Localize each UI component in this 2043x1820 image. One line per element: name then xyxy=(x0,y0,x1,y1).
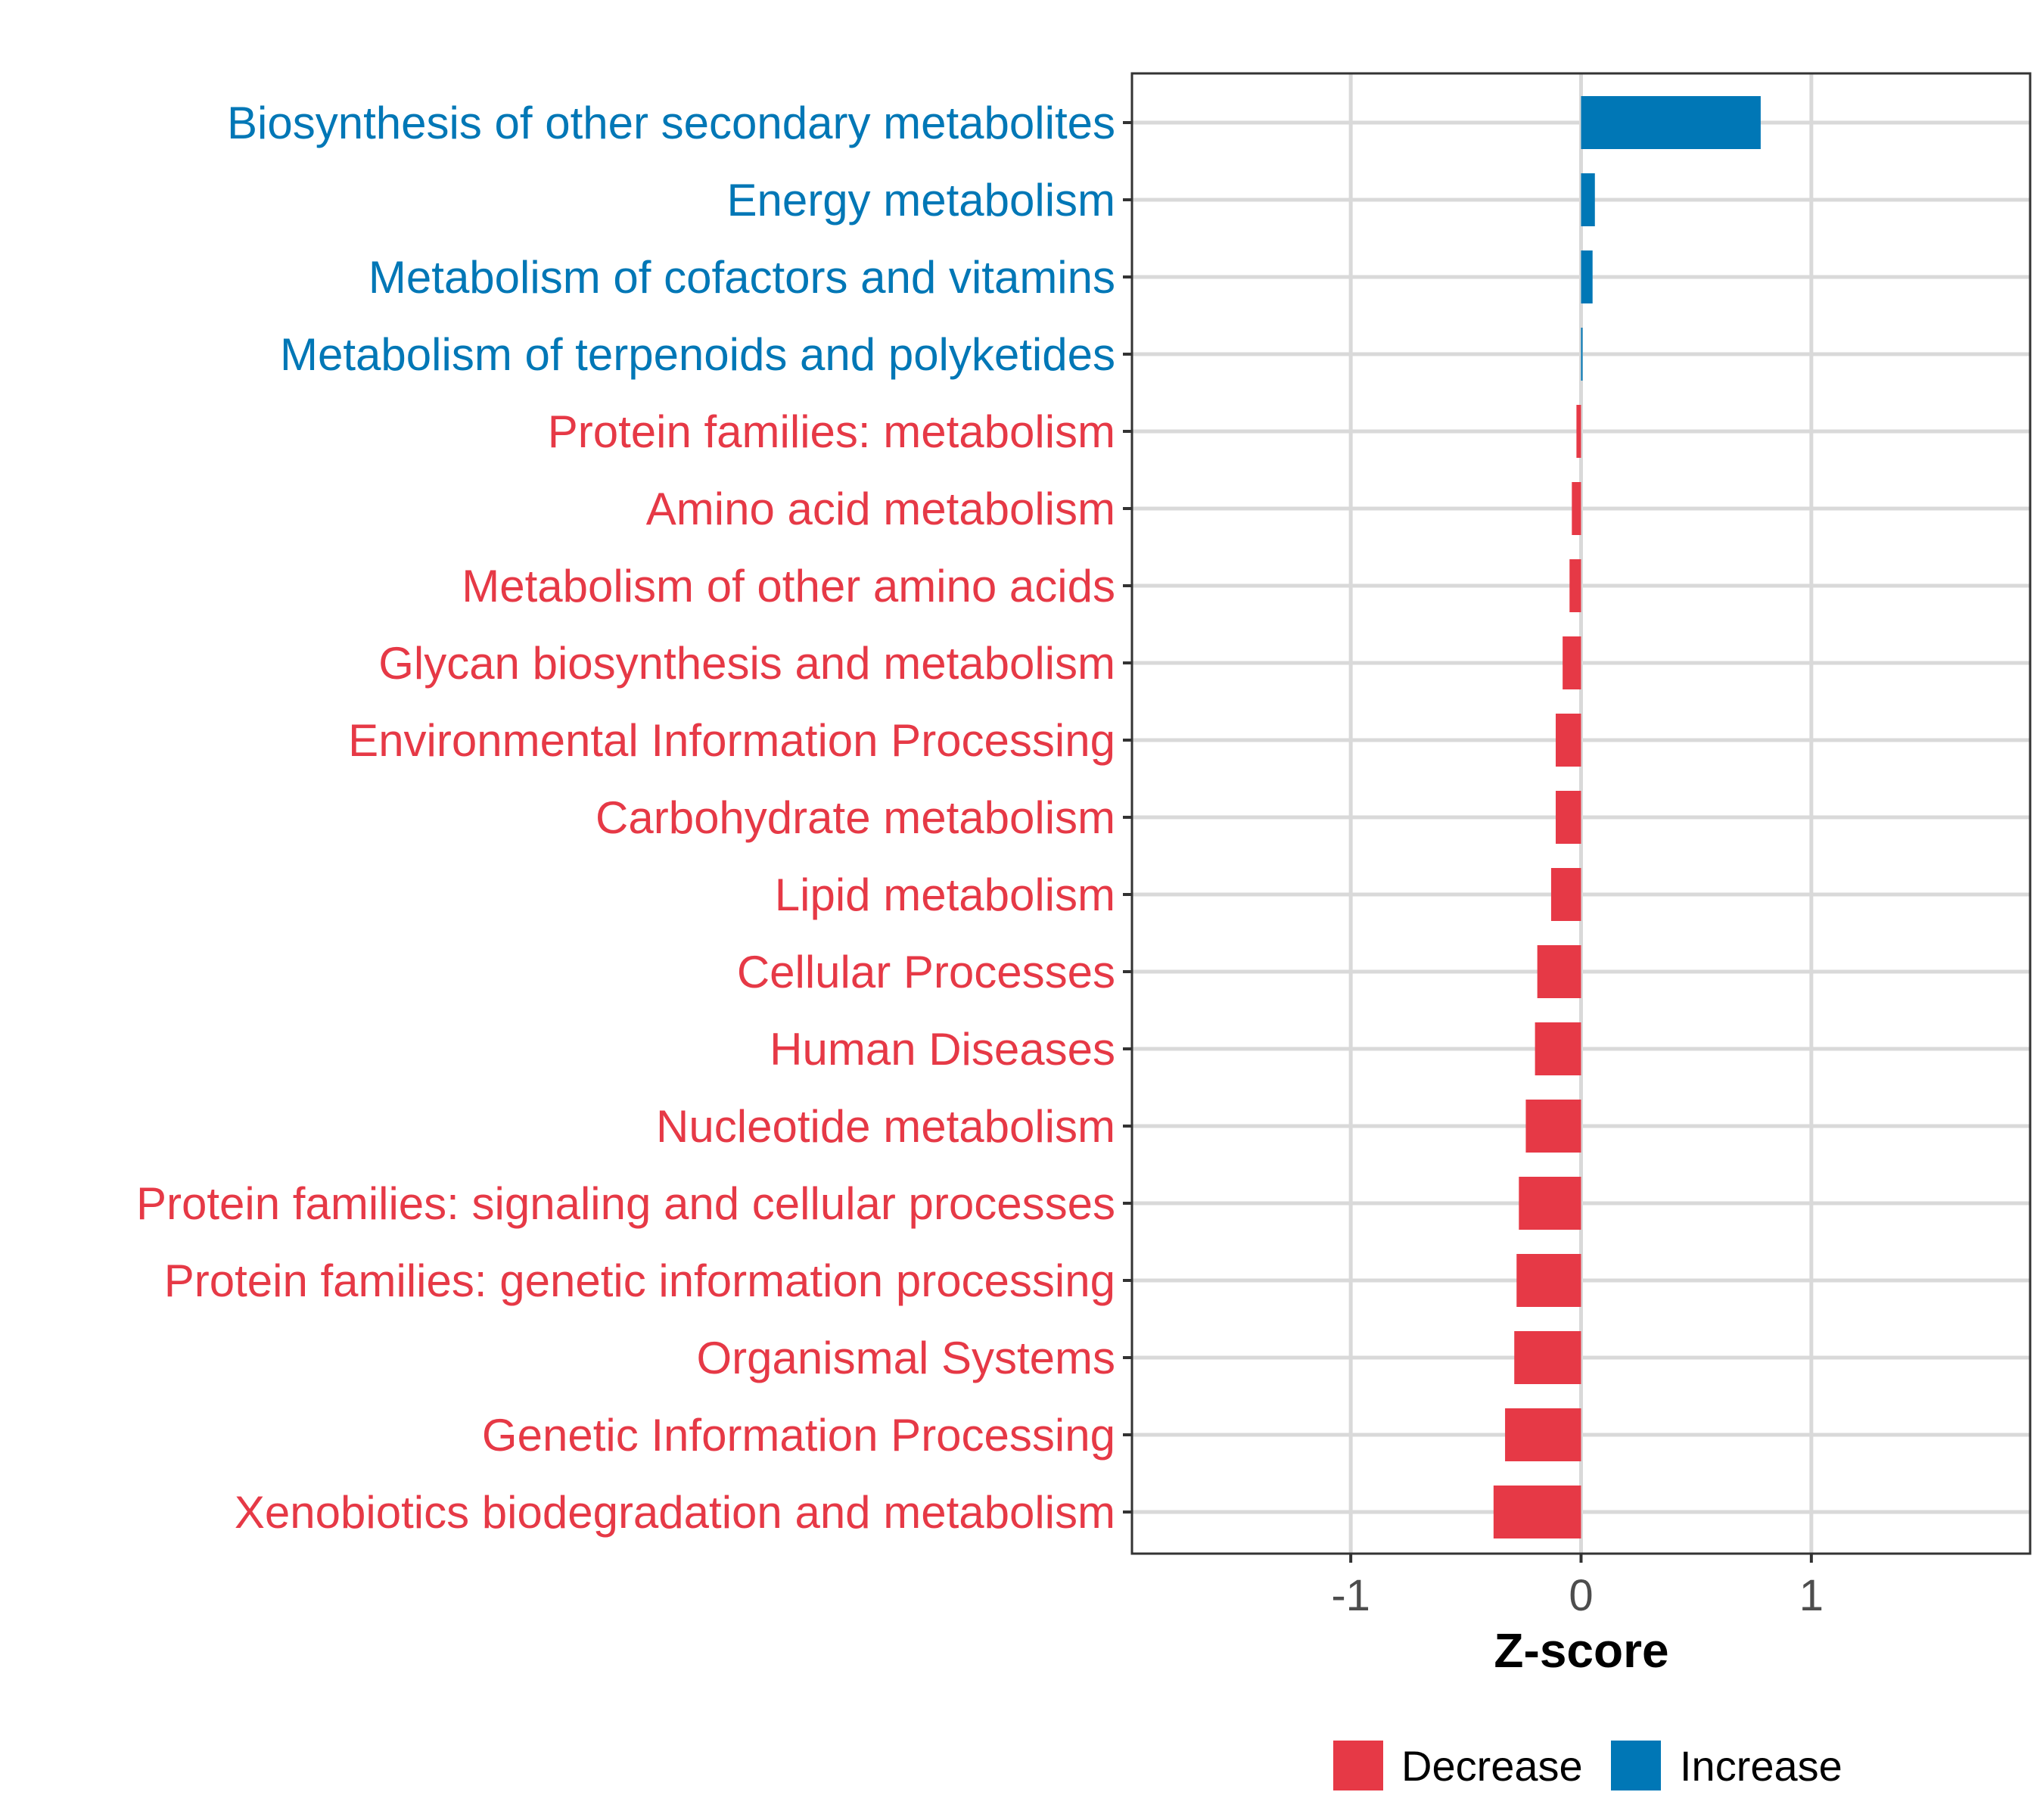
y-tick-label: Metabolism of terpenoids and polyketides xyxy=(280,329,1115,380)
y-tick-label: Biosynthesis of other secondary metaboli… xyxy=(227,98,1115,148)
y-tick-label: Metabolism of other amino acids xyxy=(462,561,1115,611)
bar xyxy=(1493,1486,1581,1538)
y-tick-label: Carbohydrate metabolism xyxy=(595,792,1115,843)
bar xyxy=(1556,791,1581,844)
bar xyxy=(1581,173,1595,226)
y-tick-label: Cellular Processes xyxy=(737,947,1115,997)
bar xyxy=(1525,1100,1581,1153)
y-tick-label: Amino acid metabolism xyxy=(646,484,1115,534)
legend-key xyxy=(1611,1741,1661,1790)
y-tick-label: Human Diseases xyxy=(770,1024,1115,1075)
legend: Decrease Increase xyxy=(1333,1741,1842,1790)
bar-layer xyxy=(1493,96,1761,1538)
bar xyxy=(1514,1331,1581,1384)
bar xyxy=(1516,1254,1581,1307)
bar xyxy=(1576,405,1581,458)
y-tick-label: Protein families: genetic information pr… xyxy=(164,1255,1115,1306)
bar xyxy=(1550,868,1581,921)
x-tick-label: -1 xyxy=(1331,1571,1370,1620)
y-tick-label: Lipid metabolism xyxy=(775,870,1115,920)
legend-key xyxy=(1333,1741,1383,1790)
bar xyxy=(1519,1177,1581,1230)
y-tick-label: Metabolism of cofactors and vitamins xyxy=(368,252,1115,303)
bar xyxy=(1569,559,1581,612)
bar xyxy=(1556,714,1581,767)
y-tick-label: Environmental Information Processing xyxy=(348,715,1115,766)
bar xyxy=(1581,250,1593,303)
bar xyxy=(1535,1022,1581,1075)
y-tick-label: Energy metabolism xyxy=(726,175,1115,226)
legend-label: Increase xyxy=(1680,1742,1842,1790)
x-tick-label: 1 xyxy=(1799,1571,1824,1620)
y-tick-label: Glycan biosynthesis and metabolism xyxy=(378,638,1115,689)
x-axis: -1 0 1 xyxy=(1331,1554,1824,1620)
y-tick-label: Xenobiotics biodegradation and metabolis… xyxy=(235,1487,1115,1538)
x-axis-title: Z-score xyxy=(1494,1623,1668,1678)
y-tick-label: Nucleotide metabolism xyxy=(656,1101,1115,1152)
bar xyxy=(1537,945,1581,998)
bar xyxy=(1505,1408,1581,1461)
y-axis: Biosynthesis of other secondary metaboli… xyxy=(136,98,1132,1538)
y-tick-label: Organismal Systems xyxy=(697,1333,1115,1383)
y-tick-label: Protein families: metabolism xyxy=(548,406,1115,457)
legend-label: Decrease xyxy=(1401,1742,1583,1790)
x-tick-label: 0 xyxy=(1569,1571,1593,1620)
bar xyxy=(1572,482,1581,535)
bar xyxy=(1581,328,1583,381)
y-tick-label: Genetic Information Processing xyxy=(482,1410,1115,1461)
y-tick-label: Protein families: signaling and cellular… xyxy=(136,1178,1115,1229)
bar xyxy=(1581,96,1761,149)
bar xyxy=(1563,636,1581,689)
